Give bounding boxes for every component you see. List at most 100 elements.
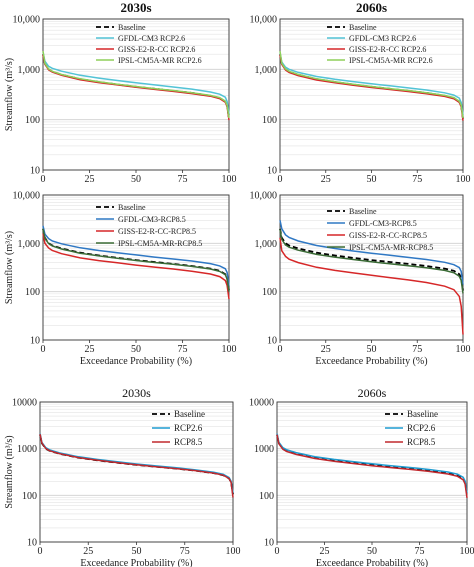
y-tick-label: 10,000 [13, 15, 41, 26]
chart-panel-1: 10 100 1,000 10,000 0 25 50 75 100 Baseline GFDL-C… [4, 0, 237, 185]
x-tick-label: 25 [321, 174, 331, 185]
x-tick-label: 75 [412, 344, 422, 355]
x-tick-label: 25 [85, 344, 95, 355]
x-tick-label: 100 [456, 174, 471, 185]
legend: Baseline GFDL-CM3-RCP8.5 GISS-E2-R-CC-RCP8… [327, 207, 433, 252]
series-line-1 [39, 433, 234, 494]
x-tick-label: 25 [321, 344, 331, 355]
x-tick-label: 0 [275, 546, 280, 557]
legend-label: IPSL-CM5A-MR RCP2.6 [349, 56, 433, 65]
series-line-2 [279, 54, 464, 121]
x-tick-label: 50 [367, 344, 377, 355]
series-line-2 [276, 434, 468, 499]
chart-panel-6: 10 100 1000 10000 0 25 50 75 100 Baseline RCP2.6 RC… [249, 386, 474, 567]
legend: Baseline GFDL-CM3 RCP2.6 GISS-E2-R-CC RCP2… [96, 23, 202, 65]
x-tick-label: 100 [460, 546, 474, 557]
y-tick-label: 10000 [12, 398, 37, 409]
legend-label: GISS-E2-R-CC RCP2.6 [118, 45, 195, 54]
legend-label: Baseline [349, 207, 377, 216]
series-line-1 [276, 433, 468, 494]
x-tick-label: 75 [180, 546, 190, 557]
x-tick-label: 75 [178, 174, 188, 185]
legend: Baseline GFDL-CM3 RCP2.6 GISS-E2-R-CC RCP2… [327, 23, 433, 65]
x-tick-label: 25 [83, 546, 93, 557]
chart-title: 2030s [120, 0, 151, 15]
plot-area-frame [279, 18, 464, 171]
series-line-3 [42, 228, 230, 292]
legend-label: Baseline [349, 23, 377, 32]
legend: Baseline RCP2.6 RCP8.5 [385, 409, 438, 447]
series-line-1 [42, 225, 230, 287]
y-tick-label: 10,000 [13, 191, 41, 202]
chart-panel-5: 10 100 1000 10000 0 25 50 75 100 Baseline RCP2.6 RC… [4, 386, 241, 567]
x-tick-label: 0 [38, 546, 43, 557]
y-tick-label: 10 [264, 538, 274, 549]
legend-label: IPSL-CM5A-MR-RCP8.5 [118, 239, 202, 248]
x-tick-label: 0 [41, 344, 46, 355]
x-axis-label: Exceedance Probability (%) [316, 558, 428, 567]
x-tick-label: 50 [131, 174, 141, 185]
x-tick-label: 75 [178, 344, 188, 355]
legend-label: IPSL-CM5A-MR RCP2.6 [118, 56, 202, 65]
y-tick-label: 100 [262, 287, 277, 298]
x-tick-label: 25 [320, 546, 330, 557]
y-tick-label: 1,000 [18, 239, 41, 250]
chart-panel-3: 10 100 1,000 10,000 0 25 50 75 100 Baseline GFDL-C… [4, 191, 237, 368]
x-tick-label: 50 [132, 546, 142, 557]
series-line-2 [279, 237, 464, 335]
x-tick-label: 100 [226, 546, 241, 557]
y-tick-label: 10000 [249, 398, 274, 409]
y-tick-label: 10 [27, 538, 37, 549]
y-tick-label: 10 [267, 336, 277, 347]
y-tick-label: 10,000 [250, 191, 278, 202]
legend-label: GFDL-CM3 RCP2.6 [349, 34, 416, 43]
x-tick-label: 25 [85, 174, 95, 185]
x-tick-label: 0 [278, 344, 283, 355]
plot-area-frame [276, 401, 468, 543]
chart-title: 2030s [122, 386, 151, 400]
y-tick-label: 1,000 [255, 239, 278, 250]
legend-label: GISS-E2-R-CC-RCP8.5 [349, 231, 427, 240]
x-tick-label: 100 [456, 344, 471, 355]
y-tick-label: 100 [259, 491, 274, 502]
series-line-0 [279, 228, 464, 291]
series-line-1 [279, 52, 464, 115]
legend-label: GISS-E2-R-CC-RCP8.5 [118, 227, 196, 236]
y-tick-label: 100 [262, 115, 277, 126]
y-tick-label: 1000 [254, 444, 274, 455]
legend-label: GFDL-CM3-RCP8.5 [118, 215, 186, 224]
chart-panel-4: 10 100 1,000 10,000 0 25 50 75 100 Baseline GFDL-C… [250, 191, 471, 368]
legend-label: Baseline [118, 203, 146, 212]
legend-label: Baseline [118, 23, 146, 32]
legend-label: Baseline [174, 409, 205, 419]
legend: Baseline GFDL-CM3-RCP8.5 GISS-E2-R-CC-RCP8… [96, 203, 202, 248]
legend-label: RCP2.6 [407, 423, 436, 433]
legend-label: RCP8.5 [407, 437, 436, 447]
x-tick-label: 50 [131, 344, 141, 355]
legend-label: GFDL-CM3 RCP2.6 [118, 34, 185, 43]
series-line-3 [42, 50, 230, 119]
x-tick-label: 0 [278, 174, 283, 185]
y-tick-label: 100 [25, 287, 40, 298]
x-tick-label: 75 [415, 546, 425, 557]
legend: Baseline RCP2.6 RCP8.5 [152, 409, 205, 447]
chart-panel-2: 10 100 1,000 10,000 0 25 50 75 100 Baseline GFDL-C… [250, 0, 471, 185]
y-tick-label: 10 [267, 166, 277, 177]
series-line-3 [279, 229, 464, 294]
series-line-3 [279, 50, 464, 119]
series-line-1 [42, 51, 230, 115]
x-axis-label: Exceedance Probability (%) [315, 356, 427, 367]
legend-label: GFDL-CM3-RCP8.5 [349, 219, 417, 228]
plot-area-frame [39, 401, 234, 543]
y-tick-label: 10,000 [250, 15, 278, 26]
y-tick-label: 100 [22, 491, 37, 502]
x-tick-label: 0 [41, 174, 46, 185]
legend-label: IPSL-CM5A-MR-RCP8.5 [349, 243, 433, 252]
x-tick-label: 75 [412, 174, 422, 185]
x-axis-label: Exceedance Probability (%) [80, 356, 192, 367]
y-tick-label: 100 [25, 115, 40, 126]
x-tick-label: 100 [222, 174, 237, 185]
plot-area-frame [42, 18, 230, 171]
y-axis-label: Streamflow (m³/s) [4, 231, 15, 304]
series-line-2 [42, 233, 230, 300]
